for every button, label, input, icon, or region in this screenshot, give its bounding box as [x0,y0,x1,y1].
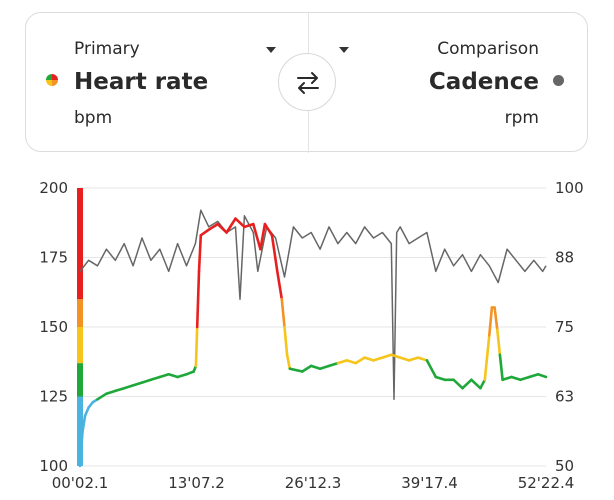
heart-rate-series-segment [416,356,429,362]
x-tick-label: 13'07.2 [168,474,225,492]
heart-rate-series-segment [354,356,366,365]
heart-rate-series-segment [493,306,499,332]
x-tick-label: 00'02.1 [52,474,109,492]
heart-rate-series-segment [225,217,237,234]
zone-bar-segment [77,299,83,327]
heart-rate-series-segment [288,367,304,373]
y-left-tick-label: 175 [39,249,68,267]
cadence-series-line [79,209,547,401]
heart-rate-series-segment [149,375,162,382]
comparison-unit: rpm [504,108,539,128]
zone-bar-segment [77,188,83,300]
heart-rate-series-segment [309,364,322,370]
swap-arrows-icon [297,72,319,94]
heart-rate-series-segment [495,328,502,357]
heart-rate-series-segment [207,222,219,232]
heart-rate-series-segment [234,217,246,229]
heart-rate-series-segment [327,361,340,368]
heart-rate-series-segment [483,334,491,382]
x-tick-label: 39'17.4 [401,474,458,492]
heart-rate-series-segment [527,373,540,379]
heart-rate-series-segment [167,373,179,379]
heart-rate-series-segment [83,406,90,418]
heart-rate-series-segment [285,353,292,370]
heart-rate-series-segment [194,325,199,368]
heart-rate-series-segment [270,234,279,273]
heart-rate-series-segment [470,378,482,390]
heart-rate-series-segment [479,378,487,390]
heart-rate-series-segment [275,270,284,301]
y-left-tick-label: 100 [39,457,68,475]
heart-rate-series-segment [363,356,375,362]
x-tick-label: 52'22.4 [518,474,575,492]
y-left-tick-label: 150 [39,318,68,336]
heart-rate-series-segment [280,297,286,329]
heart-rate-series-segment [243,222,255,229]
comparison-metric-value[interactable]: Cadence [428,69,539,95]
primary-unit: bpm [74,108,113,128]
heart-rate-series-segment [176,373,188,379]
heart-rate-series-segment [434,375,447,382]
heart-rate-series-segment [216,222,228,234]
heart-rate-series-segment [263,222,274,237]
zone-bar-segment [77,363,83,397]
heart-rate-series-segment [345,359,358,365]
y-left-tick-label: 200 [39,179,68,197]
heart-rate-series-segment [452,378,464,390]
heart-rate-series-segment [199,228,211,237]
y-right-tick-label: 63 [555,388,574,406]
y-right-tick-label: 50 [555,457,574,475]
heart-rate-series-segment [259,222,267,251]
heart-rate-series-segment [336,359,349,365]
zone-bar-segment [77,327,83,364]
heart-rate-series-segment [81,414,87,434]
heart-rate-series-segment [381,353,393,359]
heart-rate-series-segment [300,364,313,373]
heart-rate-series-segment [96,392,108,401]
heart-rate-series-segment [78,431,84,468]
heart-rate-series-segment [372,356,384,362]
heart-rate-series-segment [498,353,504,382]
comparison-label: Comparison [437,39,539,59]
comparison-dropdown-chevron-icon[interactable] [339,47,349,53]
heart-rate-series-segment [407,356,420,362]
y-right-tick-label: 88 [555,249,574,267]
heart-rate-series-segment [197,234,203,273]
heart-rate-series-segment [398,356,411,362]
heart-rate-series-segment [318,364,331,370]
heart-rate-series-segment [195,270,201,329]
heart-rate-cadence-chart[interactable]: 200 175 150 125 100 100 88 75 63 50 00'02.1 13'07.2… [0,170,614,500]
heart-rate-series-segment [158,373,170,379]
metric-selector-card: Primary Heart rate bpm Comparison Cadenc… [25,12,588,153]
heart-rate-series-segment [487,306,494,337]
primary-dropdown-chevron-icon[interactable] [266,47,276,53]
heart-rate-series-segment [461,378,473,390]
heart-rate-series-segment [131,381,144,387]
y-right-tick-label: 100 [555,179,584,197]
heart-rate-series-segment [389,353,402,359]
y-right-tick-label: 75 [555,318,574,336]
primary-label: Primary [74,39,140,59]
zone-bar-segment [77,396,83,466]
heart-rate-series-segment [252,222,262,251]
heart-rate-series-segment [283,325,289,357]
heart-rate-series-segment [510,375,522,382]
heart-rate-series-segment [501,375,513,382]
heart-rate-series-segment [122,384,135,390]
swap-metrics-button[interactable] [278,53,336,111]
x-tick-label: 26'12.3 [285,474,342,492]
cadence-dot-icon [553,75,564,86]
heart-rate-series-segment [105,389,117,395]
y-left-tick-label: 125 [39,388,68,406]
heart-rate-series-segment [140,378,153,384]
heart-rate-series-segment [114,386,126,393]
heart-rate-series-segment [536,373,548,379]
heart-rate-series-segment [425,359,438,379]
heart-rate-zone-dot-icon [46,74,58,86]
primary-metric-value[interactable]: Heart rate [74,69,209,95]
heart-rate-series-segment [519,375,531,382]
